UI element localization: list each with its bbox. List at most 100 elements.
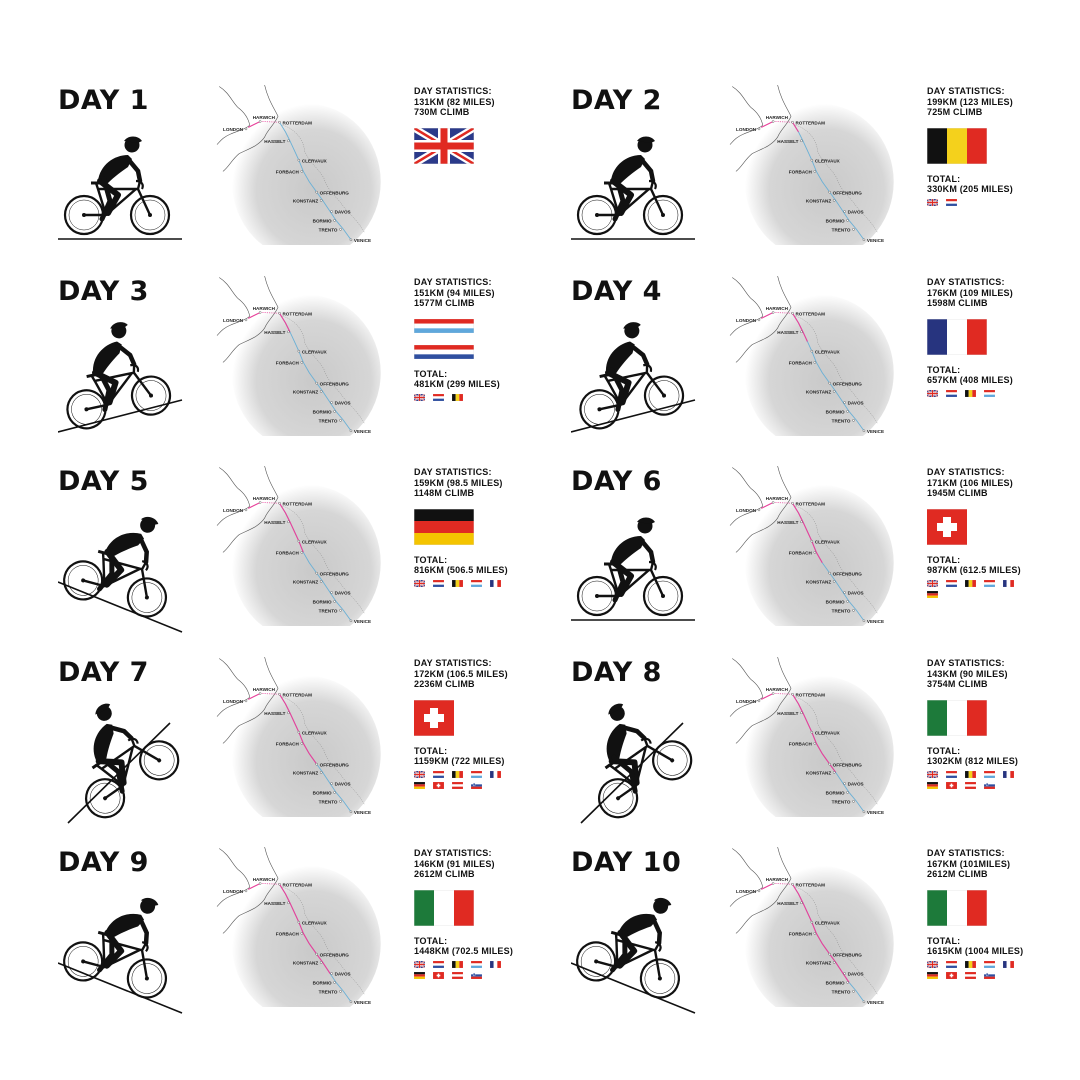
city-marker — [339, 228, 342, 231]
city-marker — [319, 771, 323, 774]
italy-flag — [927, 699, 987, 736]
ferry-route — [773, 121, 793, 123]
completed-route — [247, 311, 261, 319]
city-label-london: LONDON — [223, 318, 244, 323]
stats-header: DAY STATISTICS: — [414, 658, 492, 668]
route-map: LONDON HARWICH ROTTERDAM HASSELT CLERVAUX FOR… — [729, 276, 894, 436]
city-marker — [258, 120, 262, 123]
completed-route — [247, 882, 261, 890]
day-statistics: DAY STATISTICS: 167KM (101MILES) 2612M CLI… — [927, 848, 1080, 979]
city-marker — [846, 410, 849, 413]
day-panel: DAY 6 LONDON HARWICH ROTTERDAM HASSELT CLERVA… — [571, 466, 1080, 656]
city-marker — [852, 419, 855, 422]
city-marker — [832, 580, 836, 583]
city-marker — [771, 692, 775, 695]
city-label-london: LONDON — [223, 127, 244, 132]
mini-uk-flag — [927, 770, 938, 778]
city-marker — [862, 810, 866, 814]
city-marker — [315, 952, 318, 956]
completed-route — [279, 693, 318, 765]
running-total: TOTAL: 1615KM (1004 MILES) — [927, 936, 1080, 979]
day-panel: DAY 7 LONDON HARWICH ROTTERDAM HASSELT CLERVA… — [58, 657, 578, 847]
cyclist-silhouette-flat — [571, 136, 695, 240]
total-header: TOTAL: — [927, 935, 961, 946]
city-marker — [278, 120, 281, 124]
total-distance: 481KM (299 MILES) — [414, 379, 500, 389]
day-statistics: DAY STATISTICS: 176KM (109 MILES) 1598M CL… — [927, 277, 1080, 397]
city-marker — [832, 771, 836, 774]
route-map: LONDON HARWICH ROTTERDAM HASSELT CLERVAUX FOR… — [729, 85, 894, 245]
city-label-clervaux: CLERVAUX — [302, 158, 328, 163]
day-distance: 159KM (98.5 MILES) — [414, 477, 503, 488]
city-label-clervaux: CLERVAUX — [815, 539, 841, 544]
completed-countries-row — [414, 579, 574, 587]
completed-route — [760, 692, 774, 700]
city-label-venice: VENICE — [867, 1000, 884, 1005]
mini-belgium-flag — [452, 393, 463, 401]
cyclist-silhouette-down — [58, 516, 183, 633]
stats-header: DAY STATISTICS: — [927, 658, 1005, 668]
day-title: DAY 6 — [571, 466, 662, 497]
completed-countries-row — [927, 960, 1080, 968]
city-label-davos: DAVOS — [848, 782, 864, 787]
mini-belgium-flag — [965, 389, 976, 397]
stats-header: DAY STATISTICS: — [927, 467, 1005, 477]
city-label-forbach: FORBACH — [276, 361, 300, 366]
city-marker — [333, 791, 336, 794]
cyclist — [579, 322, 685, 430]
mini-france-flag — [490, 579, 501, 587]
ferry-route — [260, 693, 280, 695]
city-label-clervaux: CLERVAUX — [815, 349, 841, 354]
city-label-hasselt: HASSELT — [264, 711, 285, 716]
city-marker — [757, 127, 761, 131]
day-distance: 172KM (106.5 MILES) — [414, 668, 508, 679]
italy-flag — [927, 889, 987, 926]
ferry-route — [260, 121, 280, 123]
uk-coastline — [216, 467, 251, 526]
stats-header: DAY STATISTICS: — [414, 467, 492, 477]
city-label-davos: DAVOS — [848, 210, 864, 215]
city-marker — [244, 127, 248, 131]
ferry-route — [260, 883, 280, 885]
day-panel: DAY 4 LONDON HARWICH ROTTERDAM HASSELT CLERVA… — [571, 276, 1080, 466]
day-statistics: DAY STATISTICS: 159KM (98.5 MILES) 1148M C… — [414, 467, 574, 587]
city-label-forbach: FORBACH — [789, 932, 813, 937]
city-marker — [771, 120, 775, 123]
city-label-forbach: FORBACH — [789, 361, 813, 366]
city-marker — [287, 711, 290, 715]
mini-uk-flag — [414, 393, 425, 401]
city-marker — [791, 692, 794, 696]
day-distance: 131KM (82 MILES) — [414, 96, 495, 107]
mini-slovenia-flag — [984, 781, 995, 789]
city-label-trento: TRENTO — [319, 419, 338, 424]
ferry-route — [773, 502, 793, 504]
day-climb: 1148M CLIMB — [414, 488, 475, 498]
city-marker — [287, 330, 290, 334]
completed-route — [760, 311, 774, 319]
day-statistics: DAY STATISTICS: 171KM (106 MILES) 1945M CL… — [927, 467, 1080, 598]
city-marker — [757, 889, 761, 893]
uk-coastline — [729, 467, 764, 526]
city-marker — [810, 539, 814, 543]
city-label-harwich: HARWICH — [766, 115, 789, 120]
city-marker — [828, 190, 831, 194]
mini-uk-flag — [414, 960, 425, 968]
day-climb: 1945M CLIMB — [927, 488, 988, 498]
map-shading — [231, 675, 381, 817]
city-label-venice: VENICE — [354, 238, 371, 243]
city-label-bormio: BORMIO — [313, 219, 332, 224]
city-label-rotterdam: ROTTERDAM — [282, 501, 312, 506]
cyclist-silhouette-flat — [571, 517, 695, 621]
total-header: TOTAL: — [414, 935, 448, 946]
mini-germany-flag — [927, 971, 938, 979]
city-label-trento: TRENTO — [832, 228, 851, 233]
completed-route — [247, 120, 261, 128]
city-label-forbach: FORBACH — [789, 170, 813, 175]
city-label-rotterdam: ROTTERDAM — [795, 120, 825, 125]
city-label-harwich: HARWICH — [766, 306, 789, 311]
completed-route — [247, 692, 261, 700]
city-marker — [278, 311, 281, 315]
city-label-konstanz: KONSTANZ — [806, 199, 831, 204]
city-marker — [852, 990, 855, 993]
city-label-konstanz: KONSTANZ — [806, 961, 831, 966]
